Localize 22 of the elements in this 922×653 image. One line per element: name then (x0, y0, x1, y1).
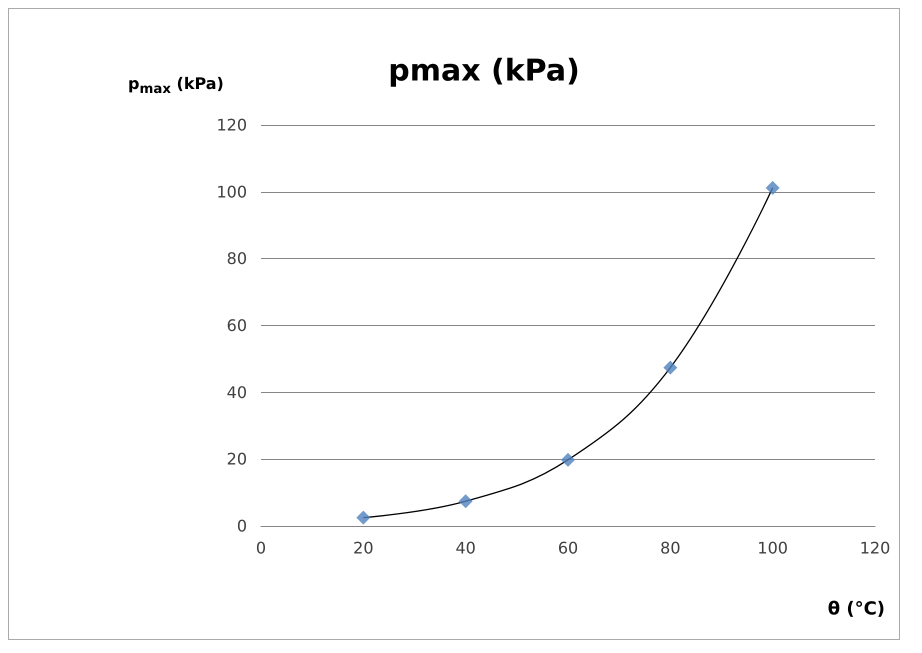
x-axis-title: θ (°C) (828, 598, 885, 620)
x-tick-label: 120 (860, 538, 890, 558)
point (561, 452, 575, 467)
y-tick-label: 100 (216, 182, 247, 202)
x-tick-label: 20 (353, 538, 374, 558)
y-tick-label: 0 (236, 516, 247, 536)
point (458, 494, 473, 508)
point (766, 180, 780, 195)
y-tick-label: 60 (226, 316, 247, 335)
x-tick-label: 40 (455, 538, 476, 558)
y-tick-label: 120 (216, 116, 247, 134)
y-tick-label: 40 (226, 382, 247, 402)
x-tick-label: 80 (660, 538, 681, 558)
point (663, 360, 678, 375)
x-tick-label: 0 (256, 538, 266, 558)
x-tick-label: 60 (558, 538, 578, 558)
chart-title: pmax (kPa) (388, 54, 580, 88)
y-axis-title: p$_{max}$ (kPa) (128, 74, 224, 98)
y-tick-label: 20 (226, 450, 247, 469)
x-tick-label: 100 (757, 538, 788, 558)
point (356, 510, 370, 525)
y-tick-label: 80 (226, 249, 247, 268)
